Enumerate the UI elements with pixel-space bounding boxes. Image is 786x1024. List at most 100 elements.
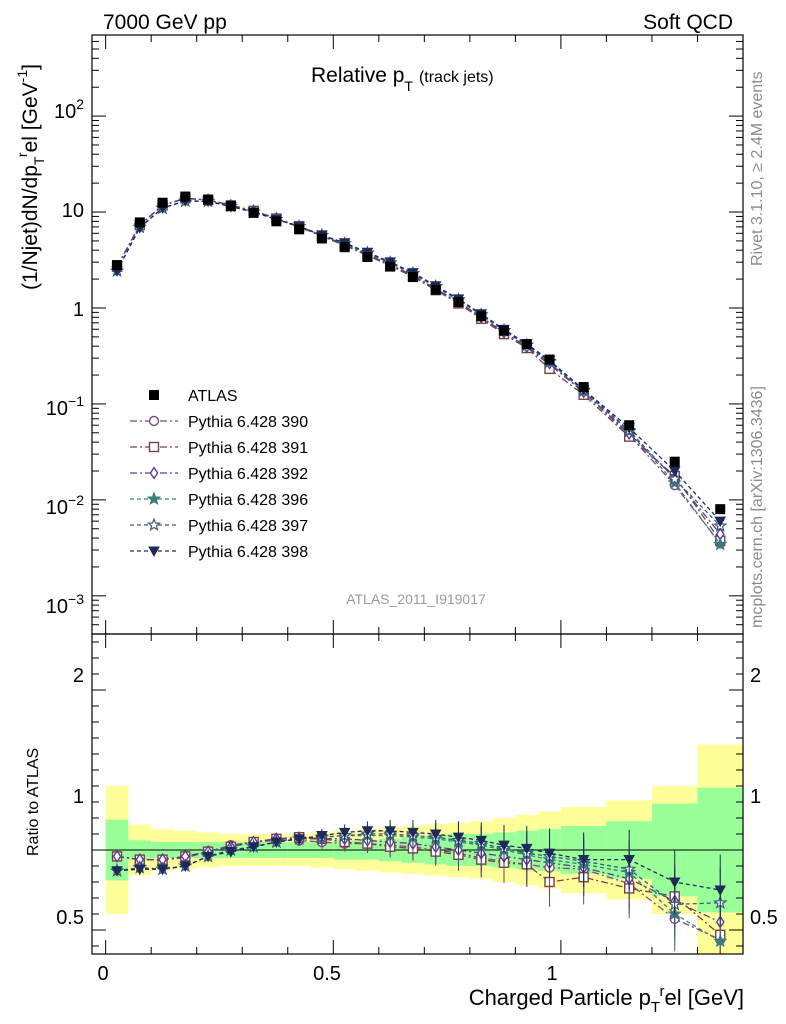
chart-title: Relative pT (track jets) xyxy=(311,64,494,94)
series-ratio-line xyxy=(116,830,721,891)
series-ratio-point xyxy=(202,851,214,863)
series-ratio-point xyxy=(475,835,488,847)
series-ratio-point xyxy=(623,855,635,866)
legend-marker xyxy=(148,415,160,427)
ratio-tick-left-1: 1 xyxy=(73,786,84,808)
series-ratio-point xyxy=(543,848,556,860)
y-tick-1e-2: 10−2 xyxy=(46,492,84,519)
series-ratio-point xyxy=(112,849,122,864)
series-ratio-point xyxy=(407,827,419,839)
atlas-data-point xyxy=(362,251,373,262)
series-ratio-point xyxy=(134,864,146,876)
x-tick-0: 0 xyxy=(97,963,108,985)
watermark: ATLAS_2011_I919017 xyxy=(346,591,486,607)
atlas-data-point xyxy=(248,207,259,218)
series-ratio-line xyxy=(116,833,721,906)
y-tick-10: 10 xyxy=(62,200,84,222)
atlas-data-point xyxy=(203,194,214,205)
legend-label: Pythia 6.428 396 xyxy=(188,492,308,509)
series-point xyxy=(713,536,728,551)
atlas-data-point xyxy=(339,242,350,253)
atlas-data-series xyxy=(112,191,726,515)
legend-label: Pythia 6.428 390 xyxy=(188,414,308,431)
legend-entry-1: Pythia 6.428 390 xyxy=(130,414,308,431)
ratio-tick-right-1: 1 xyxy=(750,786,761,808)
legend-marker xyxy=(149,466,159,480)
legend: ATLAS Pythia 6.428 390 Pythia 6.428 391 Pyt… xyxy=(130,388,308,561)
legend-marker xyxy=(148,441,160,453)
legend-marker xyxy=(146,517,162,532)
atlas-data-point xyxy=(134,217,145,228)
atlas-data-point xyxy=(294,224,305,235)
series-ratio-point xyxy=(714,885,727,896)
legend-label: Pythia 6.428 391 xyxy=(188,440,308,457)
atlas-data-point xyxy=(157,197,168,208)
ratio-tick-right-2: 2 xyxy=(750,665,761,687)
legend-marker xyxy=(148,546,160,557)
ratio-frame xyxy=(91,633,744,955)
legend-label: Pythia 6.428 392 xyxy=(188,466,308,483)
series-ratio-point xyxy=(338,827,351,839)
atlas-data-point xyxy=(225,201,236,212)
ratio-y-axis-label: Ratio to ATLAS xyxy=(25,748,42,856)
y-axis-label: (1/Njet)dN/dpTrel [GeV-1] xyxy=(14,64,47,290)
series-ratio-point xyxy=(384,826,396,837)
atlas-data-point xyxy=(453,297,464,308)
chart-title-main: Relative p xyxy=(311,64,404,87)
y-tick-1e-1: 10−1 xyxy=(46,393,84,420)
main-series-layer xyxy=(109,191,728,551)
ratio-tick-right-0.5: 0.5 xyxy=(750,907,778,929)
series-ratio-point xyxy=(361,826,374,837)
ratio-y-tick-labels: 0.5 1 2 0.5 1 2 xyxy=(56,665,778,929)
series-ratio-point xyxy=(668,877,681,888)
legend-marker-atlas xyxy=(149,390,159,400)
atlas-data-point xyxy=(271,216,282,227)
legend-entry-atlas: ATLAS xyxy=(149,388,238,405)
legend-entry-2: Pythia 6.428 391 xyxy=(130,440,308,457)
x-axis-label: Charged Particle pTrel [GeV] xyxy=(469,983,744,1016)
chart-title-sub: T xyxy=(404,78,413,94)
atlas-data-point xyxy=(578,382,589,393)
legend-entry-3: Pythia 6.428 392 xyxy=(130,466,308,483)
series-ratio-line xyxy=(116,834,721,942)
series-ratio-point xyxy=(225,847,237,858)
series-ratio-point xyxy=(452,832,465,844)
x-tick-1: 1 xyxy=(546,963,557,985)
atlas-data-point xyxy=(669,456,680,467)
header-left: 7000 GeV pp xyxy=(103,11,227,34)
legend-label: Pythia 6.428 397 xyxy=(188,518,308,535)
main-y-tick-labels: 10−3 10−2 10−1 1 10 102 xyxy=(46,96,84,618)
atlas-data-point xyxy=(385,261,396,272)
tick-marks xyxy=(92,34,744,954)
series-ratio-point xyxy=(498,840,510,852)
atlas-data-point xyxy=(544,354,555,365)
atlas-data-point xyxy=(624,420,635,431)
ratio-series-layer xyxy=(109,819,728,954)
series-ratio-line xyxy=(116,838,721,923)
legend-label: Pythia 6.428 398 xyxy=(188,544,308,561)
x-tick-labels: 0 0.5 1 xyxy=(97,963,557,985)
series-ratio-point xyxy=(316,831,328,842)
series-ratio-point xyxy=(429,829,442,840)
y-tick-1: 1 xyxy=(73,299,84,321)
series-ratio-point xyxy=(713,933,728,948)
legend-entry-5: Pythia 6.428 397 xyxy=(130,517,308,535)
series-ratio-point xyxy=(577,855,590,866)
legend-marker xyxy=(146,491,162,506)
atlas-data-point xyxy=(112,260,123,271)
x-tick-0.5: 0.5 xyxy=(313,963,341,985)
series-ratio-point xyxy=(247,842,260,853)
series-ratio-point xyxy=(111,866,123,877)
series-ratio-point xyxy=(179,861,192,872)
atlas-data-point xyxy=(407,272,418,283)
series-ratio-point xyxy=(520,843,533,855)
side-label-rivet: Rivet 3.1.10, ≥ 2.4M events xyxy=(749,71,766,266)
header-right: Soft QCD xyxy=(643,11,733,34)
atlas-data-point xyxy=(430,284,441,295)
chart-title-extra: (track jets) xyxy=(419,69,494,86)
series-main-3 xyxy=(112,191,725,541)
ratio-tick-left-0.5: 0.5 xyxy=(56,907,84,929)
side-label-mcplots: mcplots.cern.ch [arXiv:1306.3436] xyxy=(749,386,766,628)
atlas-data-point xyxy=(476,311,487,322)
